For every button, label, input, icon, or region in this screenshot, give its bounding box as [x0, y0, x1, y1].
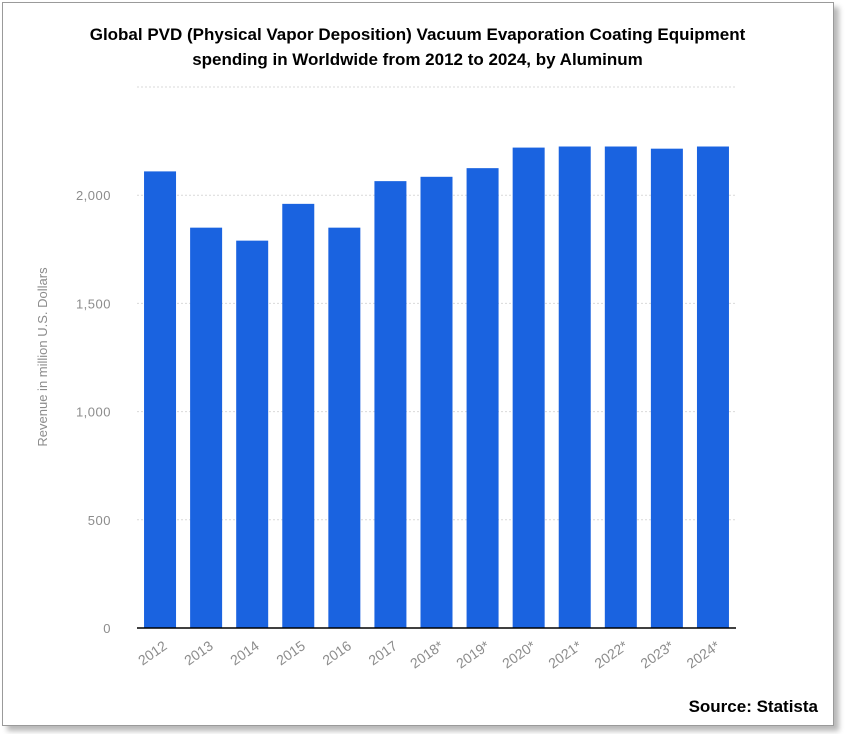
bar-2016 — [328, 227, 361, 628]
x-tick-label: 2020* — [499, 637, 539, 671]
bar-2018-est — [420, 176, 453, 628]
y-tick-label: 0 — [103, 621, 111, 636]
chart-frame — [2, 2, 834, 726]
bar-2012 — [144, 171, 177, 628]
bar-2024-est — [696, 146, 729, 628]
x-tick-label: 2012 — [135, 637, 170, 668]
x-tick-label: 2015 — [273, 637, 308, 668]
y-tick-label: 500 — [88, 513, 111, 528]
bar-2023-est — [650, 148, 683, 628]
x-tick-label: 2017 — [365, 637, 400, 668]
x-tick-label: 2019* — [453, 637, 493, 671]
y-tick-label: 2,000 — [76, 188, 111, 203]
chart-title-line-1: Global PVD (Physical Vapor Deposition) V… — [89, 25, 746, 44]
x-tick-label: 2024* — [684, 637, 724, 671]
y-tick-label: 1,000 — [76, 405, 111, 420]
bar-2017 — [374, 181, 407, 628]
y-axis-label: Revenue in million U.S. Dollars — [35, 267, 50, 447]
source-note: Source: Statista — [688, 697, 818, 716]
y-tick-label: 1,500 — [76, 296, 111, 311]
x-tick-label: 2013 — [181, 637, 216, 668]
chart-title-line-2: spending in Worldwide from 2012 to 2024,… — [192, 50, 643, 69]
bar-2020-est — [512, 147, 545, 629]
bar-2021-est — [558, 146, 591, 628]
bar-2013 — [190, 227, 223, 628]
bar-2015 — [282, 203, 315, 628]
x-tick-label: 2022* — [591, 637, 631, 671]
x-tick-label: 2014 — [227, 637, 262, 668]
bar-2022-est — [604, 146, 637, 628]
bar-2019-est — [466, 168, 499, 628]
x-tick-label: 2023* — [637, 637, 677, 671]
x-tick-label: 2018* — [407, 637, 447, 671]
bar-2014 — [236, 240, 269, 629]
chart-title: Global PVD (Physical Vapor Deposition) V… — [20, 22, 815, 72]
x-tick-label: 2016 — [319, 637, 354, 668]
x-tick-label: 2021* — [545, 637, 585, 671]
